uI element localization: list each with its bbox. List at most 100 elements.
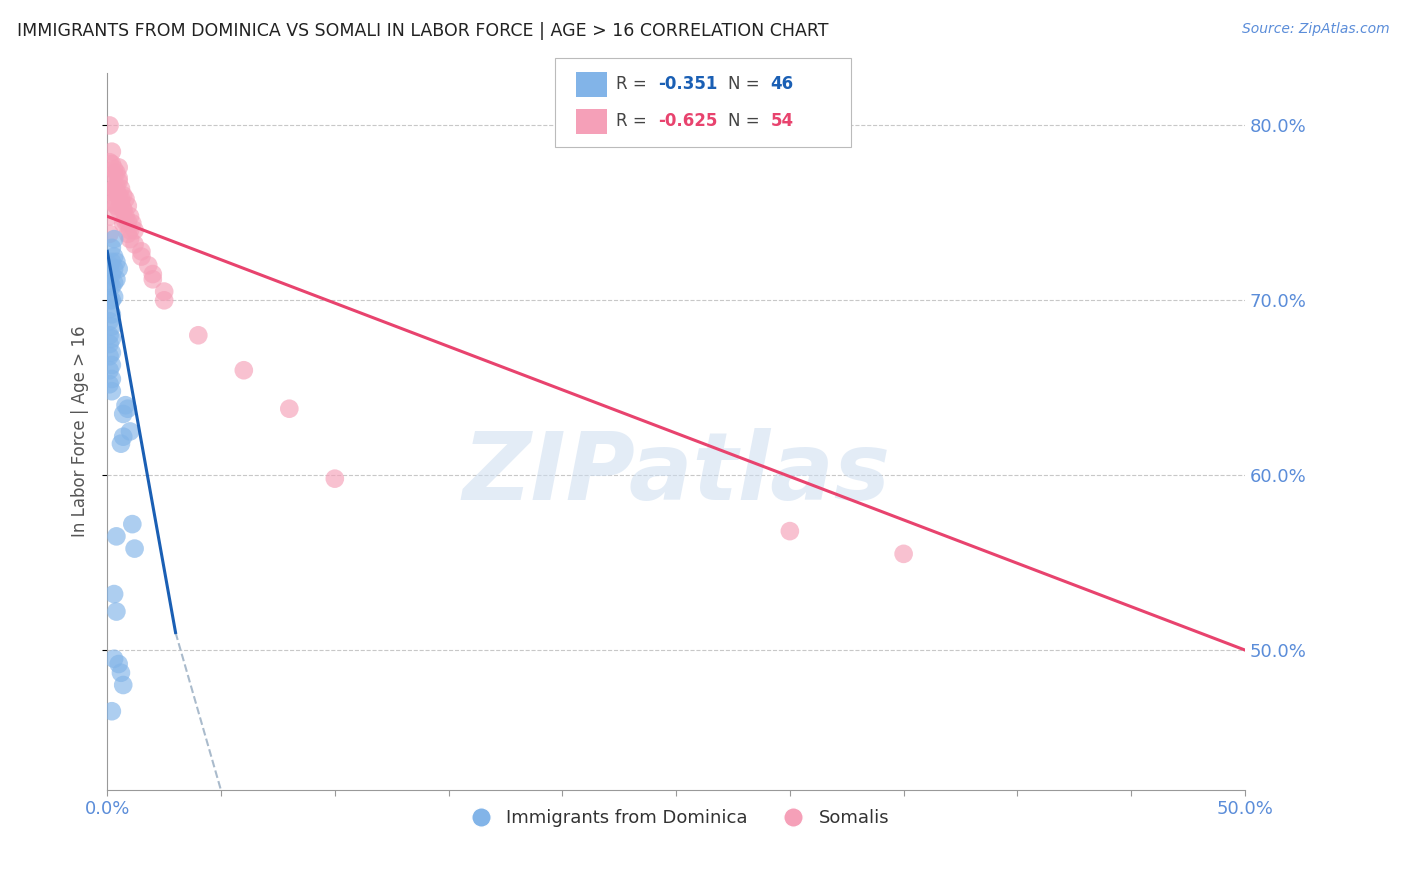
Point	[107, 170, 129, 185]
Y-axis label: In Labor Force | Age > 16: In Labor Force | Age > 16	[72, 326, 89, 537]
Point	[98, 337, 121, 351]
Point	[98, 377, 121, 392]
Point	[112, 216, 135, 230]
Point	[101, 319, 124, 334]
Point	[103, 162, 125, 177]
Text: 46: 46	[770, 75, 793, 93]
Point	[103, 261, 125, 276]
Point	[124, 541, 146, 556]
Point	[103, 232, 125, 246]
Point	[124, 237, 146, 252]
Point	[101, 704, 124, 718]
Point	[101, 332, 124, 346]
Point	[105, 166, 128, 180]
Point	[107, 261, 129, 276]
Point	[112, 202, 135, 217]
Text: Source: ZipAtlas.com: Source: ZipAtlas.com	[1241, 22, 1389, 37]
Point	[118, 425, 141, 439]
Point	[323, 472, 346, 486]
Point	[98, 119, 121, 133]
Point	[131, 244, 153, 259]
Point	[118, 232, 141, 246]
Legend: Immigrants from Dominica, Somalis: Immigrants from Dominica, Somalis	[456, 802, 896, 835]
Point	[117, 401, 139, 416]
Point	[118, 223, 141, 237]
Point	[110, 195, 132, 210]
Point	[117, 227, 139, 241]
Text: -0.351: -0.351	[658, 75, 717, 93]
Point	[142, 272, 165, 286]
Point	[114, 214, 136, 228]
Point	[114, 398, 136, 412]
Point	[278, 401, 301, 416]
Point	[112, 188, 135, 202]
Point	[103, 587, 125, 601]
Text: 54: 54	[770, 112, 793, 130]
Point	[112, 678, 135, 692]
Point	[121, 216, 143, 230]
Point	[101, 279, 124, 293]
Point	[110, 181, 132, 195]
Point	[98, 276, 121, 290]
Text: N =: N =	[728, 112, 765, 130]
Point	[101, 372, 124, 386]
Point	[98, 155, 121, 169]
Point	[136, 258, 159, 272]
Point	[105, 199, 128, 213]
Point	[105, 529, 128, 543]
Point	[153, 293, 176, 308]
Text: R =: R =	[616, 112, 652, 130]
Point	[101, 195, 124, 210]
Point	[117, 199, 139, 213]
Point	[118, 210, 141, 224]
Point	[131, 250, 153, 264]
Point	[98, 210, 121, 224]
Point	[107, 202, 129, 217]
Point	[98, 185, 121, 199]
Point	[114, 192, 136, 206]
Text: R =: R =	[616, 75, 652, 93]
Point	[103, 195, 125, 210]
Point	[114, 210, 136, 224]
Point	[121, 517, 143, 532]
Point	[107, 657, 129, 671]
Point	[98, 349, 121, 363]
Text: IMMIGRANTS FROM DOMINICA VS SOMALI IN LABOR FORCE | AGE > 16 CORRELATION CHART: IMMIGRANTS FROM DOMINICA VS SOMALI IN LA…	[17, 22, 828, 40]
Point	[101, 345, 124, 359]
Point	[105, 185, 128, 199]
Point	[98, 258, 121, 272]
Point	[101, 267, 124, 281]
Point	[98, 293, 121, 308]
Point	[893, 547, 915, 561]
Point	[107, 161, 129, 175]
Point	[101, 384, 124, 399]
Point	[105, 179, 128, 194]
Point	[98, 227, 121, 241]
Point	[124, 223, 146, 237]
Point	[105, 272, 128, 286]
Point	[117, 214, 139, 228]
Point	[779, 524, 801, 538]
Point	[103, 181, 125, 195]
Point	[101, 241, 124, 255]
Point	[232, 363, 254, 377]
Point	[110, 665, 132, 680]
Point	[107, 188, 129, 202]
Point	[101, 145, 124, 159]
Point	[101, 174, 124, 188]
Point	[110, 192, 132, 206]
Text: ZIPatlas: ZIPatlas	[463, 428, 890, 520]
Point	[187, 328, 209, 343]
Point	[153, 285, 176, 299]
Point	[107, 174, 129, 188]
Point	[105, 255, 128, 269]
Point	[103, 276, 125, 290]
Point	[110, 436, 132, 450]
Point	[112, 430, 135, 444]
Text: N =: N =	[728, 75, 765, 93]
Point	[98, 363, 121, 377]
Point	[101, 358, 124, 372]
Point	[98, 301, 121, 316]
Point	[103, 652, 125, 666]
Point	[112, 407, 135, 421]
